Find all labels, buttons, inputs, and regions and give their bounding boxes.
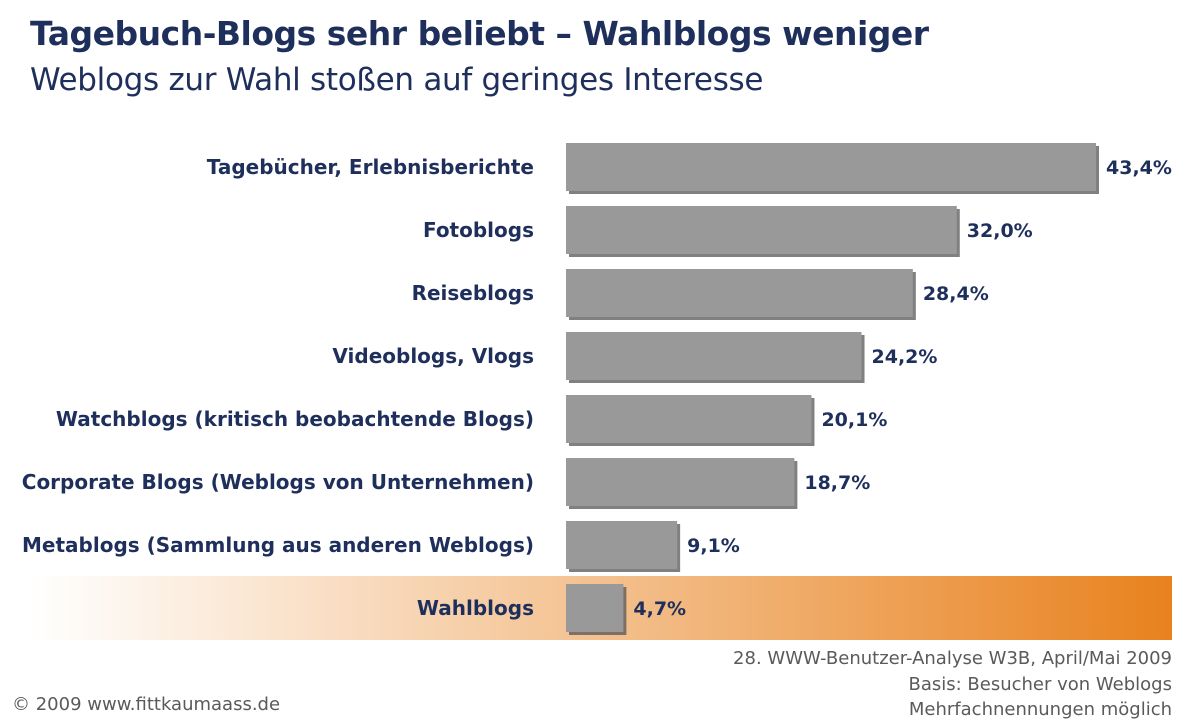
category-label: Metablogs (Sammlung aus anderen Weblogs) — [22, 533, 534, 557]
value-label: 4,7% — [633, 598, 686, 620]
category-label: Wahlblogs — [417, 596, 534, 620]
value-label: 43,4% — [1106, 157, 1172, 179]
bar — [566, 206, 957, 254]
multiple-answers-note: Mehrfachnennungen möglich — [908, 699, 1172, 720]
category-label: Watchblogs (kritisch beobachtende Blogs) — [56, 407, 534, 431]
bar — [566, 521, 678, 569]
category-label: Corporate Blogs (Weblogs von Unternehmen… — [22, 470, 534, 494]
bar — [566, 269, 913, 317]
basis-note: Basis: Besucher von Weblogs — [908, 674, 1173, 695]
value-label: 32,0% — [967, 220, 1033, 242]
bar — [566, 584, 624, 632]
value-label: 18,7% — [804, 472, 870, 494]
value-label: 28,4% — [923, 283, 989, 305]
copyright: © 2009 www.fittkaumaass.de — [12, 694, 281, 715]
bar — [566, 143, 1096, 191]
bar — [566, 332, 862, 380]
category-label: Videoblogs, Vlogs — [332, 344, 534, 368]
category-label: Tagebücher, Erlebnisberichte — [207, 155, 534, 179]
chart-subtitle: Weblogs zur Wahl stoßen auf geringes Int… — [30, 62, 764, 98]
bar — [566, 395, 812, 443]
chart-title: Tagebuch-Blogs sehr beliebt – Wahlblogs … — [30, 14, 929, 53]
value-label: 24,2% — [872, 346, 938, 368]
bar-chart: Tagebücher, Erlebnisberichte 43,4% Fotoblo… — [22, 143, 1172, 640]
value-label: 9,1% — [687, 535, 740, 557]
value-label: 20,1% — [821, 409, 887, 431]
bar — [566, 458, 795, 506]
category-label: Fotoblogs — [423, 218, 534, 242]
category-label: Reiseblogs — [412, 281, 534, 305]
source-note: 28. WWW-Benutzer-Analyse W3B, April/Mai … — [733, 648, 1172, 669]
